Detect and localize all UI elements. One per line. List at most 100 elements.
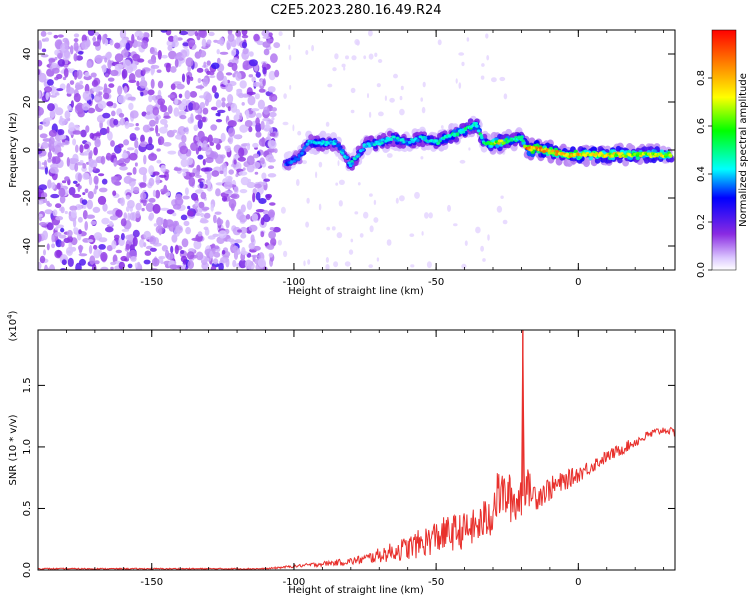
heatmap-noise-cell bbox=[271, 96, 277, 101]
heatmap-noise-cell bbox=[41, 141, 49, 149]
heatmap-noise-cell bbox=[155, 124, 159, 135]
spectrogram-panel: -150 -100 -50 0 -40 -20 0 20 40 Height of straig… bbox=[8, 29, 676, 297]
heatmap-faint-cell bbox=[350, 87, 356, 94]
heatmap-noise-cell bbox=[79, 80, 83, 85]
heatmap-noise-cell bbox=[232, 259, 237, 268]
heatmap-noise-cell bbox=[93, 188, 97, 195]
spectrogram-x-tick-label: 0 bbox=[575, 277, 581, 288]
heatmap-faint-cell bbox=[486, 55, 490, 61]
heatmap-noise-cell bbox=[108, 83, 115, 88]
heatmap-noise-cell bbox=[206, 39, 212, 45]
heatmap-noise-cell bbox=[194, 30, 198, 37]
heatmap-noise-cell bbox=[182, 195, 190, 200]
heatmap-noise-cell bbox=[193, 239, 202, 250]
heatmap-noise-cell bbox=[38, 106, 44, 116]
heatmap-signal-cell bbox=[296, 157, 301, 161]
heatmap-noise-cell bbox=[143, 259, 151, 265]
heatmap-noise-cell bbox=[167, 105, 173, 114]
heatmap-noise-cell bbox=[216, 71, 224, 81]
heatmap-faint-cell bbox=[357, 182, 361, 186]
heatmap-noise-cell bbox=[227, 106, 231, 112]
heatmap-noise-cell bbox=[195, 85, 205, 89]
heatmap-noise-cell bbox=[130, 184, 134, 194]
heatmap-noise-cell bbox=[184, 90, 191, 100]
heatmap-noise-cell bbox=[232, 226, 242, 236]
spectrogram-x-tick-label: -150 bbox=[140, 277, 163, 288]
heatmap-noise-cell bbox=[110, 140, 115, 147]
heatmap-faint-cell bbox=[480, 75, 485, 80]
heatmap-noise-cell bbox=[95, 54, 103, 64]
heatmap-noise-cell bbox=[147, 89, 155, 96]
heatmap-noise-cell bbox=[198, 50, 207, 58]
heatmap-noise-cell bbox=[77, 245, 84, 251]
heatmap-faint-cell bbox=[458, 82, 462, 89]
heatmap-noise-cell bbox=[90, 72, 97, 78]
heatmap-noise-cell bbox=[178, 103, 187, 111]
heatmap-noise-cell bbox=[78, 253, 88, 257]
heatmap-noise-cell bbox=[252, 245, 261, 251]
heatmap-noise-cell bbox=[117, 143, 124, 148]
heatmap-noise-cell bbox=[232, 73, 236, 78]
spectrogram-y-tick-label: -20 bbox=[22, 190, 33, 206]
heatmap-faint-cell bbox=[345, 55, 349, 60]
heatmap-signal-cell bbox=[669, 154, 673, 158]
heatmap-noise-cell bbox=[247, 95, 256, 106]
heatmap-noise-cell bbox=[120, 197, 125, 207]
heatmap-noise-cell bbox=[199, 181, 204, 189]
heatmap-noise-cell bbox=[40, 54, 49, 58]
heatmap-noise-cell bbox=[73, 53, 78, 62]
heatmap-signal-cell bbox=[340, 151, 345, 155]
heatmap-noise-cell bbox=[227, 79, 230, 84]
heatmap-noise-cell bbox=[46, 79, 54, 86]
heatmap-noise-cell bbox=[185, 226, 192, 235]
heatmap-faint-cell bbox=[292, 124, 295, 132]
heatmap-noise-cell bbox=[115, 249, 123, 254]
heatmap-noise-cell bbox=[221, 250, 226, 255]
heatmap-noise-cell bbox=[127, 212, 131, 222]
heatmap-signal-cell bbox=[434, 139, 439, 143]
heatmap-faint-cell bbox=[315, 171, 318, 179]
heatmap-noise-cell bbox=[145, 202, 155, 212]
heatmap-noise-cell bbox=[254, 183, 262, 189]
heatmap-noise-cell bbox=[238, 92, 245, 99]
heatmap-noise-cell bbox=[132, 167, 137, 175]
heatmap-noise-cell bbox=[101, 64, 107, 73]
heatmap-noise-cell bbox=[127, 96, 136, 101]
heatmap-signal-cell bbox=[370, 141, 374, 145]
heatmap-noise-cell bbox=[124, 120, 130, 129]
heatmap-noise-cell bbox=[257, 99, 265, 110]
heatmap-noise-cell bbox=[228, 198, 237, 209]
heatmap-noise-cell bbox=[102, 203, 108, 212]
heatmap-noise-cell bbox=[160, 105, 168, 113]
heatmap-noise-cell bbox=[271, 107, 278, 112]
heatmap-noise-cell bbox=[174, 244, 179, 255]
colorbar-tick-label: 0.6 bbox=[696, 118, 707, 134]
heatmap-faint-cell bbox=[368, 264, 374, 268]
heatmap-noise-cell bbox=[155, 116, 159, 125]
heatmap-faint-cell bbox=[302, 160, 307, 165]
heatmap-noise-cell bbox=[246, 142, 251, 151]
heatmap-noise-cell bbox=[167, 94, 175, 99]
heatmap-faint-cell bbox=[414, 191, 420, 199]
heatmap-faint-cell bbox=[318, 161, 323, 168]
heatmap-faint-cell bbox=[395, 197, 399, 204]
heatmap-noise-cell bbox=[120, 255, 128, 262]
spectrogram-x-tick-label: -50 bbox=[428, 277, 444, 288]
snr-y-multiplier-close: ) bbox=[8, 310, 19, 314]
heatmap-noise-cell bbox=[166, 209, 175, 215]
heatmap-noise-cell bbox=[203, 226, 209, 231]
heatmap-noise-cell bbox=[66, 87, 75, 95]
heatmap-noise-cell bbox=[57, 52, 63, 59]
heatmap-noise-cell bbox=[255, 209, 265, 213]
snr-x-tick-label: 0 bbox=[575, 577, 581, 588]
heatmap-faint-cell bbox=[354, 211, 359, 215]
heatmap-faint-cell bbox=[422, 81, 426, 88]
heatmap-noise-cell bbox=[160, 118, 168, 125]
heatmap-noise-cell bbox=[98, 173, 105, 177]
heatmap-faint-cell bbox=[350, 109, 355, 114]
heatmap-noise-cell bbox=[147, 59, 157, 65]
heatmap-noise-cell bbox=[201, 206, 210, 211]
heatmap-noise-cell bbox=[130, 256, 137, 262]
heatmap-noise-cell bbox=[148, 153, 158, 161]
heatmap-signal-cell bbox=[324, 143, 328, 147]
